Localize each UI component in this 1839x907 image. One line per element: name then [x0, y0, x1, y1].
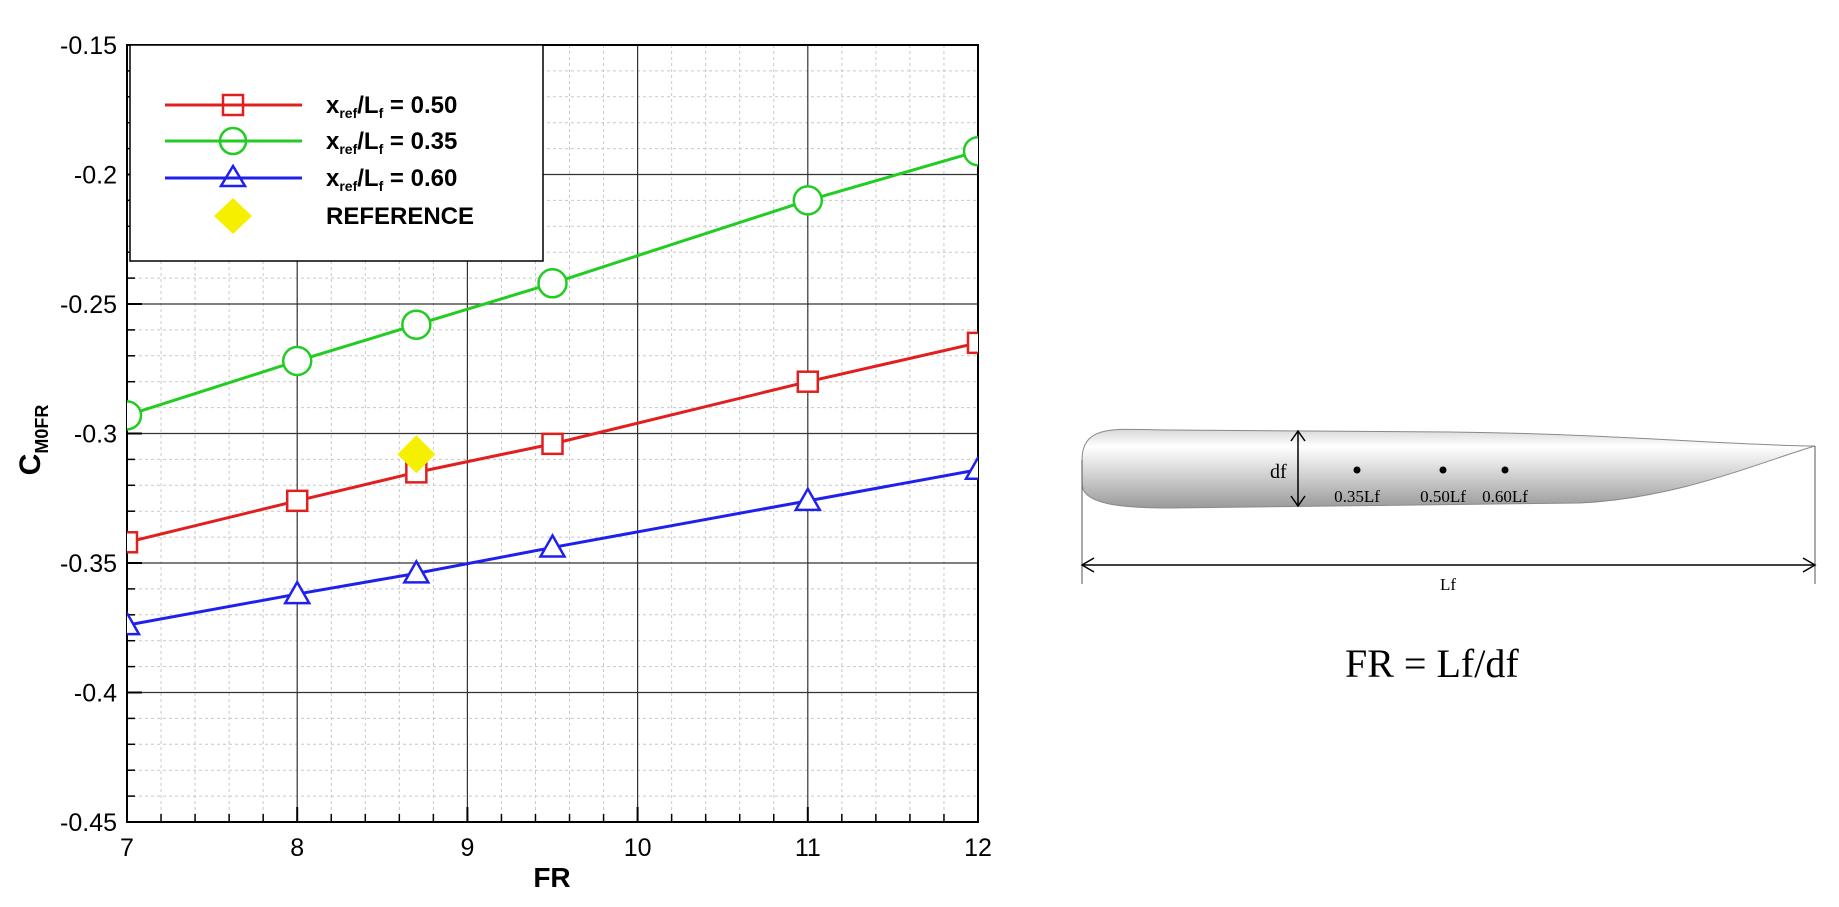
series-1: [127, 135, 978, 431]
data-point-circle: [127, 400, 143, 431]
reference-point: [397, 435, 436, 474]
legend-entry-0: xref/Lf = 0.50: [165, 92, 457, 121]
y-tick-label: -0.3: [74, 421, 117, 449]
data-point-square: [796, 370, 820, 393]
x-tick-label: 12: [964, 834, 992, 862]
length-dimension: Lf: [1080, 446, 1817, 594]
label-0.60Lf: 0.60Lf: [1482, 487, 1528, 506]
chart-area: -0.45 -0.4 -0.35 -0.3 -0.25 -0.2 -0.15 7 8 9 10 11…: [14, 32, 992, 893]
x-tick-label: 7: [120, 834, 134, 862]
legend-entry-2: xref/Lf = 0.60: [165, 163, 457, 194]
fineness-ratio-formula: FR = Lf/df: [1345, 641, 1519, 686]
legend-entry-1: xref/Lf = 0.35: [165, 126, 457, 157]
legend-entry-reference: REFERENCE: [214, 198, 474, 234]
legend-marker-circle: [218, 126, 248, 156]
x-tick-labels: 7 8 9 10 11 12: [120, 834, 992, 862]
point-0.60: [1501, 466, 1509, 474]
fuselage-diagram: df 0.35Lf 0.50Lf 0.60Lf Lf: [1080, 428, 1817, 594]
y-axis-label-sub: M0FR: [32, 405, 52, 454]
data-point-square: [285, 489, 309, 513]
legend-label-0: xref/Lf = 0.50: [326, 92, 457, 121]
diameter-dimension: df: [1270, 429, 1306, 508]
legend-marker-diamond: [214, 198, 252, 234]
series-line-0: [127, 341, 978, 544]
df-label: df: [1270, 461, 1287, 483]
y-axis-label: CM0FR: [14, 405, 52, 476]
data-point-triangle: [283, 579, 312, 605]
data-point-circle: [962, 135, 978, 167]
legend-marker-square: [221, 93, 245, 117]
label-0.35Lf: 0.35Lf: [1334, 487, 1380, 506]
y-tick-label: -0.25: [60, 291, 117, 319]
reference-points: 0.35Lf 0.50Lf 0.60Lf: [1334, 466, 1528, 506]
data-point-triangle: [402, 558, 431, 584]
lf-label: Lf: [1440, 575, 1456, 594]
fuselage-body: [1081, 428, 1816, 509]
svg-text:CM0FR: CM0FR: [14, 405, 52, 476]
legend-marker-triangle: [218, 163, 248, 188]
data-point-circle: [281, 345, 313, 377]
data-point-triangle: [793, 486, 822, 512]
legend-box: [129, 44, 544, 262]
data-point-triangle: [963, 455, 978, 481]
data-point-circle: [792, 185, 824, 216]
y-tick-label: -0.4: [74, 680, 117, 708]
y-tick-labels: -0.45 -0.4 -0.35 -0.3 -0.25 -0.2 -0.15: [60, 32, 117, 837]
y-tick-label: -0.2: [74, 162, 117, 190]
y-tick-label: -0.35: [60, 550, 117, 578]
legend-label-2: xref/Lf = 0.60: [326, 165, 457, 194]
x-tick-label: 11: [795, 834, 821, 862]
y-tick-label: -0.45: [60, 809, 117, 837]
data-point-circle: [537, 268, 568, 299]
data-point-square: [966, 331, 978, 355]
legend: xref/Lf = 0.50 xref/Lf = 0.35 xref/Lf = …: [129, 44, 544, 262]
data-point-square: [541, 432, 564, 456]
x-tick-label: 8: [290, 834, 304, 862]
label-0.50Lf: 0.50Lf: [1420, 487, 1466, 506]
legend-label-reference: REFERENCE: [326, 203, 474, 230]
x-axis-label: FR: [533, 862, 570, 893]
data-point-triangle: [538, 532, 567, 558]
legend-label-1: xref/Lf = 0.35: [326, 128, 457, 157]
series-2: [127, 455, 978, 636]
series-0: [127, 331, 978, 554]
data-point-circle: [401, 309, 432, 340]
point-0.35: [1353, 466, 1361, 474]
y-axis-label-main: C: [14, 454, 47, 476]
reference-layer: [397, 435, 436, 474]
series-line-2: [127, 468, 978, 627]
x-tick-label: 10: [624, 834, 652, 862]
point-0.50: [1439, 466, 1447, 474]
y-tick-label: -0.15: [60, 32, 117, 60]
data-point-triangle: [127, 610, 142, 636]
x-tick-label: 9: [460, 834, 474, 862]
data-point-square: [127, 531, 139, 554]
series-line-1: [127, 149, 978, 417]
